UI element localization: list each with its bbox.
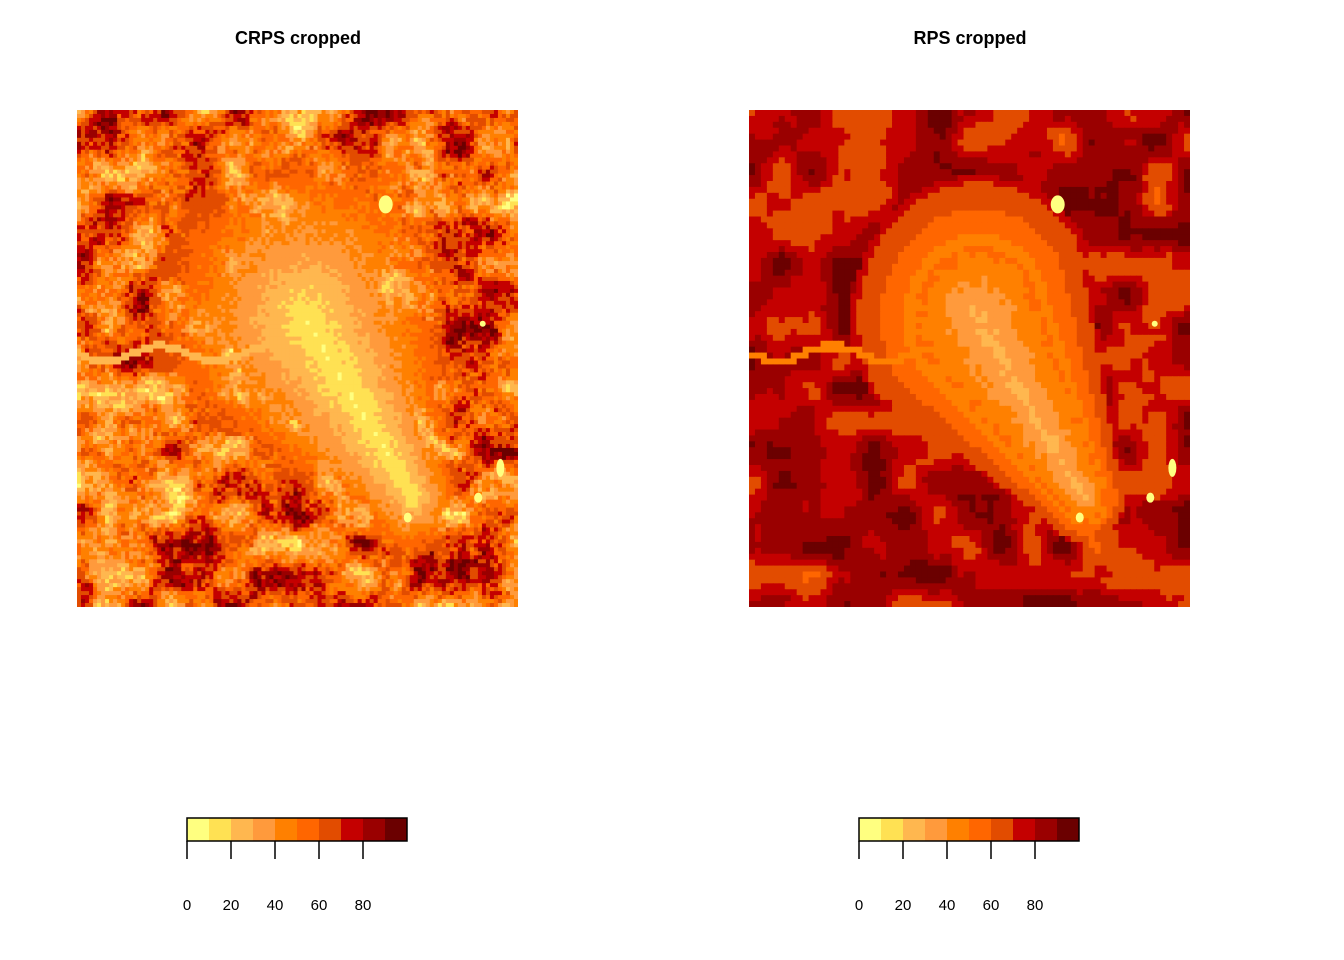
crps-colorbar-tick-label: 60 xyxy=(311,897,328,914)
crps-colorbar-bin xyxy=(319,818,342,841)
rps-colorbar-frame xyxy=(858,817,1080,842)
rps-lake xyxy=(1168,458,1177,477)
crps-colorbar-bin xyxy=(363,818,386,841)
rps-colorbar-bin xyxy=(969,818,992,841)
crps-colorbar-tick-label: 20 xyxy=(223,897,240,914)
crps-colorbar-frame xyxy=(186,817,408,842)
crps-lake xyxy=(403,512,412,523)
crps-lake xyxy=(378,195,393,214)
rps-colorbar-bin xyxy=(1013,818,1036,841)
rps-colorbar-bin xyxy=(925,818,948,841)
crps-colorbar-tick-label: 80 xyxy=(355,897,372,914)
rps-lake xyxy=(1050,195,1065,214)
rps-raster-cells xyxy=(749,110,1190,608)
crps-colorbar-bin xyxy=(385,818,408,841)
crps-lake xyxy=(474,492,483,503)
chart-title-rps: RPS cropped xyxy=(750,28,1190,49)
rps-nodata-edge xyxy=(749,607,1190,612)
rps-lake xyxy=(1146,492,1155,503)
rps-colorbar-bin xyxy=(947,818,970,841)
rps-colorbar-tick-label: 80 xyxy=(1027,897,1044,914)
rps-colorbar-tick-label: 40 xyxy=(939,897,956,914)
crps-colorbar-bin xyxy=(209,818,232,841)
rps-lake xyxy=(1151,320,1158,327)
chart-title-crps: CRPS cropped xyxy=(78,28,518,49)
crps-heatmap xyxy=(77,110,518,612)
crps-raster-cells xyxy=(77,110,518,608)
rps-lake xyxy=(1075,512,1084,523)
crps-colorbar-bin xyxy=(297,818,320,841)
crps-lake xyxy=(479,320,486,327)
rps-colorbar-tick-label: 20 xyxy=(895,897,912,914)
crps-colorbar: 0 20 40 60 80 xyxy=(183,817,408,914)
crps-lake xyxy=(496,458,505,477)
rps-colorbar-tick-label: 0 xyxy=(855,897,863,914)
crps-nodata-edge xyxy=(77,607,518,612)
rps-colorbar-tick-label: 60 xyxy=(983,897,1000,914)
crps-colorbar-bin xyxy=(341,818,364,841)
rps-colorbar-bin xyxy=(991,818,1014,841)
crps-colorbar-tick-label: 40 xyxy=(267,897,284,914)
rps-colorbar-bin xyxy=(903,818,926,841)
rps-colorbar-bin xyxy=(859,818,882,841)
rps-colorbar-bin xyxy=(881,818,904,841)
rps-colorbar-bin xyxy=(1057,818,1080,841)
crps-colorbar-bin xyxy=(231,818,254,841)
rps-colorbar-bin xyxy=(1035,818,1058,841)
crps-colorbar-tick-label: 0 xyxy=(183,897,191,914)
crps-colorbar-bin xyxy=(253,818,276,841)
crps-colorbar-bin xyxy=(187,818,210,841)
rps-colorbar: 0 20 40 60 80 xyxy=(855,817,1080,914)
crps-colorbar-bin xyxy=(275,818,298,841)
rps-heatmap xyxy=(749,110,1190,612)
